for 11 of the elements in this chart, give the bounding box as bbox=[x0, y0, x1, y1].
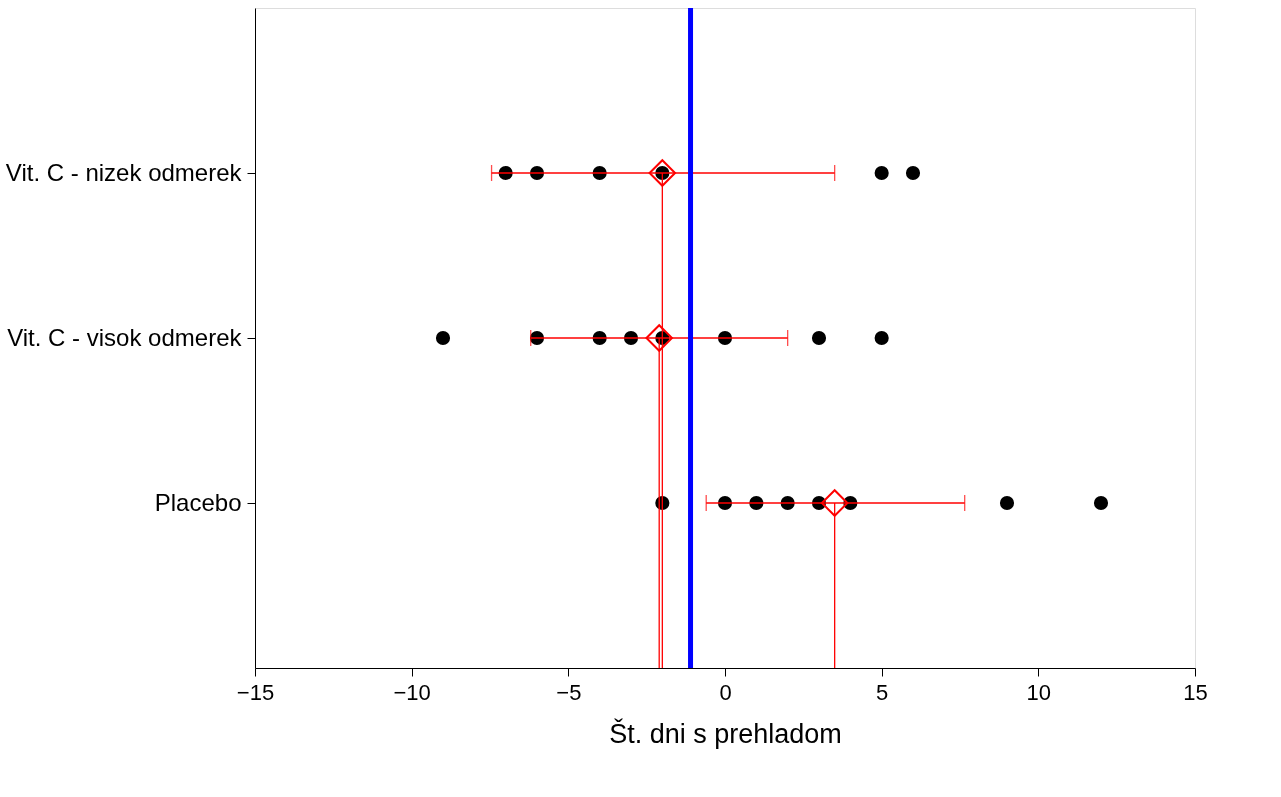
x-tick-label: −15 bbox=[236, 679, 275, 705]
y-tick-label: Vit. C - nizek odmerek bbox=[5, 158, 243, 186]
x-tick-label: −10 bbox=[393, 679, 431, 705]
x-tick-label: 10 bbox=[1026, 679, 1052, 705]
x-tick-label: 5 bbox=[876, 679, 889, 705]
y-tick-label: Placebo bbox=[154, 488, 242, 516]
y-tick-label: Vit. C - visok odmerek bbox=[7, 323, 243, 351]
x-axis-title: Št. dni s prehladom bbox=[609, 717, 842, 749]
x-tick-label: −5 bbox=[556, 679, 582, 705]
x-tick-label: 0 bbox=[719, 679, 732, 705]
x-tick-label: 15 bbox=[1183, 679, 1208, 705]
